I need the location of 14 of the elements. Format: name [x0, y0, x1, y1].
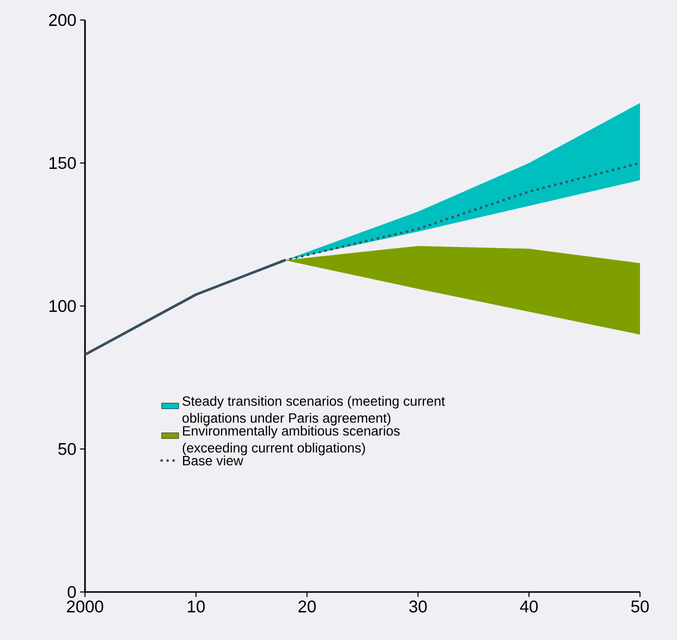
y-tick-label: 50 — [58, 443, 76, 455]
x-tick-label: 40 — [520, 600, 538, 612]
legend-label: Steady transition scenarios (meeting current obligations under Paris agreement) — [182, 396, 445, 426]
y-tick-label: 150 — [50, 157, 76, 169]
y-tick-label: 100 — [50, 300, 76, 312]
x-tick-label: 10 — [188, 600, 205, 612]
x-tick-label: 50 — [631, 600, 649, 612]
y-tick-label: 200 — [49, 14, 76, 26]
x-tick-label: 2000 — [67, 600, 104, 612]
x-tick-label: 30 — [409, 600, 427, 612]
x-tick-label: 20 — [298, 600, 316, 612]
y-tick-label: 0 — [68, 586, 76, 598]
legend-label: Environmentally ambitious scenarios (exceeding current obligations) — [182, 426, 400, 456]
legend-label: Base view — [183, 456, 244, 466]
